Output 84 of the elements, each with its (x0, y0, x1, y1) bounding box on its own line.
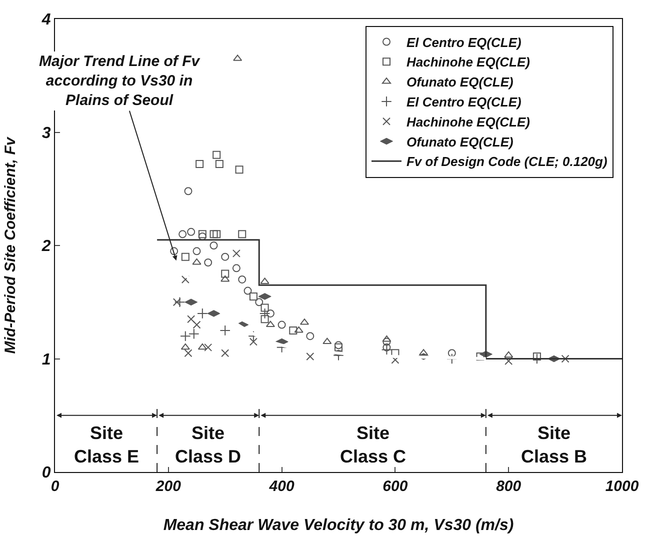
point (221, 349, 230, 358)
point (181, 252, 190, 261)
point (184, 349, 192, 358)
point (249, 338, 258, 346)
point (334, 343, 342, 352)
point (532, 352, 541, 360)
point (210, 230, 218, 238)
point (244, 286, 252, 295)
point (382, 338, 391, 346)
point (334, 341, 342, 350)
point (306, 332, 314, 340)
annotation: Site Class D (175, 423, 242, 466)
y-tick-label: 1 (42, 351, 51, 368)
point (504, 351, 514, 358)
legend-label: El Centro EQ(CLE) (406, 34, 522, 50)
point (188, 328, 200, 340)
point (278, 320, 286, 329)
point (215, 160, 224, 168)
point (174, 296, 186, 308)
x-tick-label: 400 (268, 478, 295, 495)
y-tick-label: 2 (40, 238, 51, 256)
point (196, 160, 204, 168)
x-tick-label: 1000 (605, 478, 640, 495)
point (266, 309, 274, 318)
point (235, 166, 244, 174)
point (238, 275, 246, 284)
y-axis-title: Mid-Period Site Coefficient, Fv (2, 136, 19, 354)
point (249, 292, 258, 300)
point (170, 247, 178, 256)
point (184, 187, 192, 196)
point (561, 354, 570, 363)
x-tick-label: 800 (496, 478, 522, 495)
point (212, 230, 221, 238)
point (289, 326, 298, 334)
point (192, 247, 201, 256)
x-tick-label: 200 (154, 478, 182, 495)
point (266, 320, 275, 328)
annotation: Site Class C (340, 423, 406, 466)
x-tick-label: 600 (382, 478, 408, 495)
y-tick-label: 3 (42, 124, 51, 142)
point (192, 258, 202, 265)
point (232, 249, 240, 258)
annotation: Major Trend Line of Fv according to Vs30 in Plains of Seoul (39, 53, 202, 109)
point (220, 325, 230, 336)
point (180, 343, 190, 350)
legend-label: El Centro EQ(CLE) (406, 94, 522, 110)
point (382, 343, 391, 352)
legend-label: Hachinohe EQ(CLE) (406, 54, 530, 70)
legend-label: Hachinohe EQ(CLE) (406, 114, 530, 130)
point (212, 150, 221, 159)
point (187, 228, 196, 236)
legend-label: Ofunato EQ(CLE) (406, 134, 514, 150)
y-tick-label: 4 (40, 12, 51, 29)
point (198, 230, 206, 238)
point (198, 343, 207, 350)
point (260, 315, 269, 324)
point (204, 343, 212, 352)
point (187, 315, 196, 324)
point (306, 352, 314, 360)
annotation: Site Class E (74, 423, 140, 466)
point (178, 230, 187, 238)
point (197, 308, 208, 319)
legend-label: Ofunato EQ(CLE) (406, 74, 514, 90)
point (260, 304, 269, 312)
point (446, 353, 458, 364)
point (192, 320, 201, 329)
point (259, 308, 270, 319)
y-tick-label: 0 (42, 464, 51, 482)
point (221, 252, 230, 261)
point (381, 344, 392, 356)
annotation: Site Class B (521, 423, 588, 466)
point (221, 270, 230, 278)
point (294, 326, 304, 333)
point (448, 349, 456, 358)
point (322, 338, 332, 344)
point (220, 275, 230, 282)
point (232, 264, 240, 272)
point (210, 242, 218, 250)
point (204, 258, 212, 266)
point (238, 230, 246, 238)
legend-label: Fv of Design Code (CLE; 0.120g) (406, 154, 608, 170)
point (180, 330, 191, 342)
point (255, 298, 264, 306)
x-axis-title: Mean Shear Wave Velocity to 30 m, Vs30 (m/s) (163, 517, 514, 534)
